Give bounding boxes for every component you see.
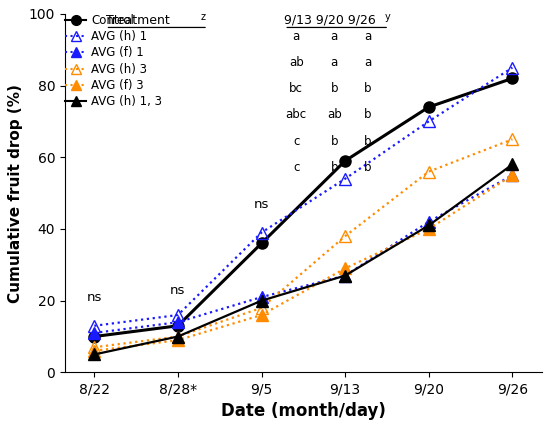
Text: a: a bbox=[364, 56, 371, 69]
Text: c: c bbox=[293, 161, 299, 174]
Text: a: a bbox=[331, 56, 338, 69]
Text: b: b bbox=[331, 161, 338, 174]
Text: ab: ab bbox=[289, 56, 304, 69]
Text: ns: ns bbox=[170, 284, 185, 297]
Text: b: b bbox=[364, 135, 371, 148]
Text: Treatment: Treatment bbox=[106, 14, 169, 27]
Text: b: b bbox=[331, 82, 338, 95]
Text: y: y bbox=[384, 12, 390, 22]
Legend: Control, AVG (h) 1, AVG (f) 1, AVG (h) 3, AVG (f) 3, AVG (h) 1, 3: Control, AVG (h) 1, AVG (f) 1, AVG (h) 3… bbox=[65, 14, 162, 108]
X-axis label: Date (month/day): Date (month/day) bbox=[221, 401, 386, 420]
Text: b: b bbox=[364, 161, 371, 174]
Text: ns: ns bbox=[254, 198, 269, 211]
Text: a: a bbox=[364, 30, 371, 43]
Text: a: a bbox=[293, 30, 300, 43]
Text: b: b bbox=[364, 82, 371, 95]
Y-axis label: Cumulative fruit drop (%): Cumulative fruit drop (%) bbox=[8, 83, 23, 303]
Text: b: b bbox=[364, 108, 371, 122]
Text: abc: abc bbox=[285, 108, 307, 122]
Text: z: z bbox=[201, 12, 206, 22]
Text: b: b bbox=[331, 135, 338, 148]
Text: a: a bbox=[331, 30, 338, 43]
Text: 9/13 9/20 9/26: 9/13 9/20 9/26 bbox=[284, 14, 376, 27]
Text: c: c bbox=[293, 135, 299, 148]
Text: ns: ns bbox=[86, 291, 102, 304]
Text: ab: ab bbox=[327, 108, 342, 122]
Text: bc: bc bbox=[289, 82, 303, 95]
